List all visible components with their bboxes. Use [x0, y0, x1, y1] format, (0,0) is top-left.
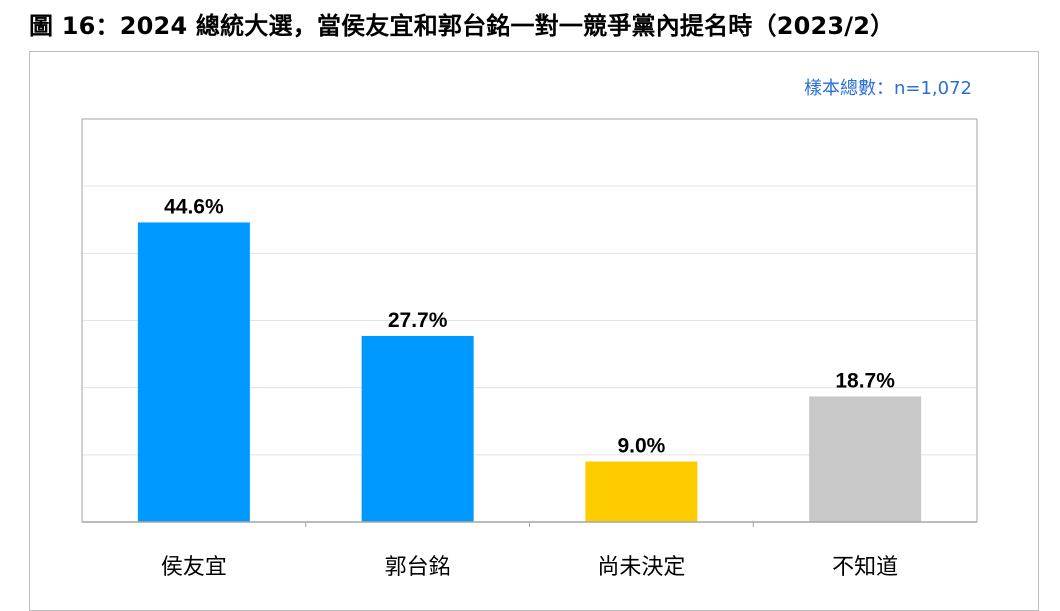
category-labels: 侯友宜 郭台銘 尚未決定 不知道 — [161, 555, 898, 580]
bar — [361, 335, 474, 522]
data-label: 9.0% — [617, 435, 665, 458]
data-label: 18.7% — [835, 369, 895, 392]
bar — [137, 222, 250, 523]
bar — [809, 396, 922, 522]
category-label: 尚未決定 — [597, 555, 685, 580]
data-label: 27.7% — [388, 309, 448, 332]
x-axis — [82, 521, 977, 527]
data-label: 44.6% — [164, 195, 224, 218]
bar-chart: 44.6% 27.7% 9.0% 18.7% 侯友宜 郭台銘 尚未決定 不知道 — [81, 118, 978, 580]
data-labels: 44.6% 27.7% 9.0% 18.7% — [164, 195, 895, 457]
bar — [585, 461, 698, 522]
category-label: 不知道 — [832, 555, 898, 580]
sample-size-label: 樣本總數：n=1,072 — [803, 78, 972, 99]
bars — [137, 222, 922, 523]
chart-title: 圖 16：2024 總統大選，當侯友宜和郭台銘一對一競爭黨內提名時（2023/2… — [29, 12, 895, 40]
category-label: 郭台銘 — [385, 555, 451, 580]
category-label: 侯友宜 — [161, 555, 227, 580]
